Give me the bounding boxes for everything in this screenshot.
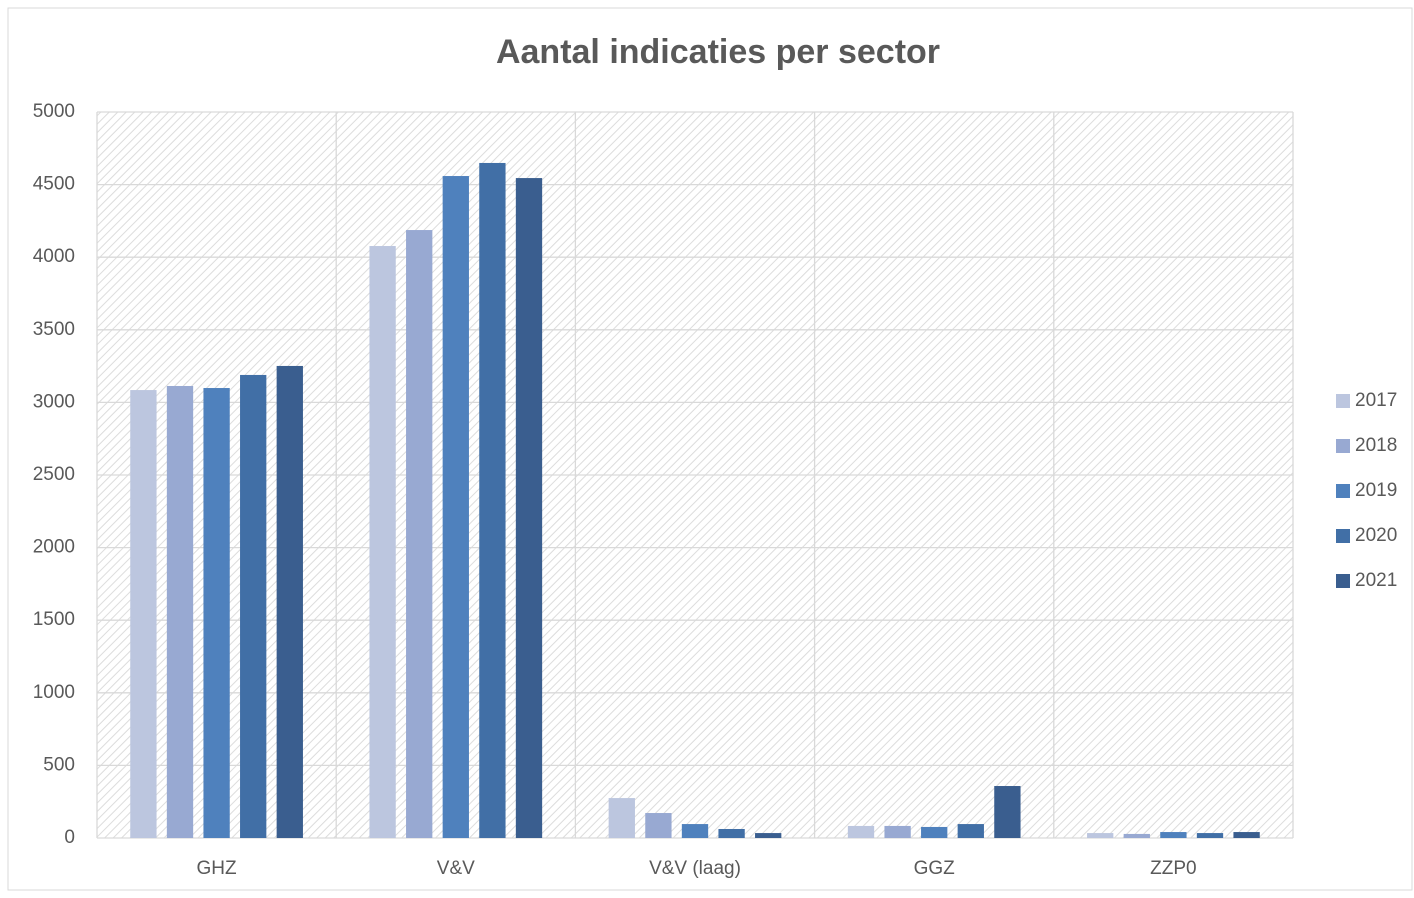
bar xyxy=(994,786,1021,838)
y-tick-label: 1500 xyxy=(33,609,75,630)
y-tick-label: 3500 xyxy=(33,319,75,340)
legend-label: 2017 xyxy=(1355,390,1397,411)
bar xyxy=(957,824,984,838)
bar xyxy=(681,824,709,838)
bar xyxy=(130,390,157,838)
x-tick-label: GGZ xyxy=(914,858,956,879)
bar xyxy=(921,826,948,838)
bar xyxy=(479,162,506,838)
legend-swatch xyxy=(1336,394,1350,408)
bar xyxy=(1123,833,1150,838)
bar xyxy=(166,385,194,838)
bar xyxy=(515,178,543,839)
x-tick-label: ZZP0 xyxy=(1150,858,1196,879)
bar xyxy=(884,825,911,838)
bar xyxy=(1160,832,1187,838)
bar xyxy=(369,246,396,838)
y-tick-label: 2000 xyxy=(33,537,75,558)
legend-label: 2021 xyxy=(1355,570,1397,591)
x-tick-label: V&V xyxy=(437,858,475,879)
y-tick-label: 4000 xyxy=(33,246,75,267)
bar xyxy=(442,176,469,838)
legend-label: 2018 xyxy=(1355,435,1397,456)
bar xyxy=(718,828,745,838)
chart-title: Aantal indicaties per sector xyxy=(496,33,940,71)
legend-swatch xyxy=(1336,574,1350,588)
bar xyxy=(406,230,433,838)
y-tick-label: 5000 xyxy=(33,101,75,122)
y-tick-label: 500 xyxy=(43,754,75,775)
legend-swatch xyxy=(1336,484,1350,498)
y-tick-label: 3000 xyxy=(33,391,75,412)
y-tick-label: 1000 xyxy=(33,682,75,703)
legend-swatch xyxy=(1336,439,1350,453)
bar xyxy=(608,798,635,838)
bar xyxy=(1233,832,1260,838)
bar xyxy=(645,813,672,838)
bar xyxy=(203,388,230,838)
bar xyxy=(755,833,782,838)
bar xyxy=(847,825,875,838)
legend-label: 2020 xyxy=(1355,525,1397,546)
y-tick-label: 0 xyxy=(64,827,75,848)
bar xyxy=(1196,833,1224,838)
bar xyxy=(1087,833,1114,838)
legend-label: 2019 xyxy=(1355,480,1397,501)
x-tick-label: GHZ xyxy=(197,858,238,879)
bar xyxy=(276,365,303,838)
x-tick-label: V&V (laag) xyxy=(649,858,741,879)
bar xyxy=(240,374,267,838)
y-tick-label: 4500 xyxy=(33,174,75,195)
legend-swatch xyxy=(1336,529,1350,543)
y-tick-label: 2500 xyxy=(33,464,75,485)
